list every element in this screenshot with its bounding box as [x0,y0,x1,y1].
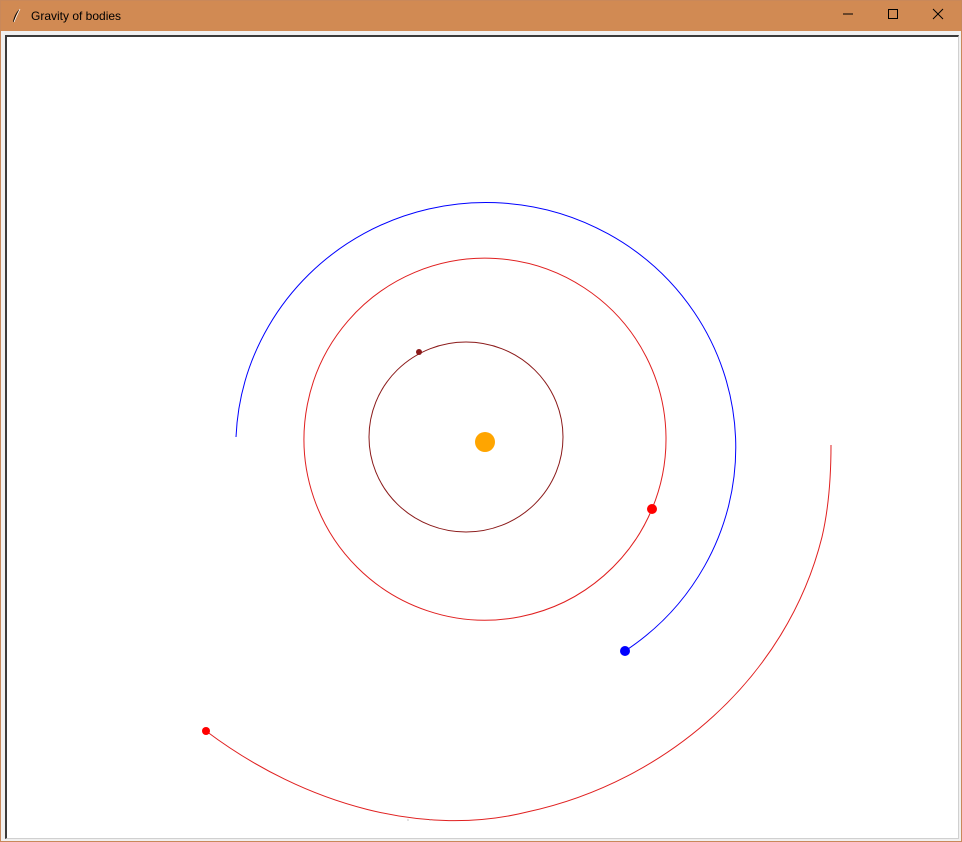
inner-planet-body[interactable] [416,349,422,355]
debris-speck [429,819,431,821]
blue-planet-trail [235,202,737,652]
inner-planet-trail [368,341,564,533]
close-icon [932,7,944,25]
close-button[interactable] [915,1,961,31]
minimize-button[interactable] [825,1,871,31]
maximize-button[interactable] [870,1,916,31]
middle-planet-body[interactable] [647,504,657,514]
outer-planet-body[interactable] [202,727,210,735]
outer-planet-trail [205,444,832,822]
sun-body[interactable] [475,432,495,452]
middle-planet-trail [303,257,667,621]
debris-speck [407,819,409,821]
window-title: Gravity of bodies [31,9,122,23]
simulation-canvas-frame [5,35,959,839]
feather-icon [9,8,25,24]
simulation-canvas[interactable] [7,37,958,838]
title-bar[interactable]: Gravity of bodies [1,1,961,31]
minimize-icon [842,7,854,25]
maximize-icon [887,7,899,25]
blue-planet-body[interactable] [620,646,630,656]
